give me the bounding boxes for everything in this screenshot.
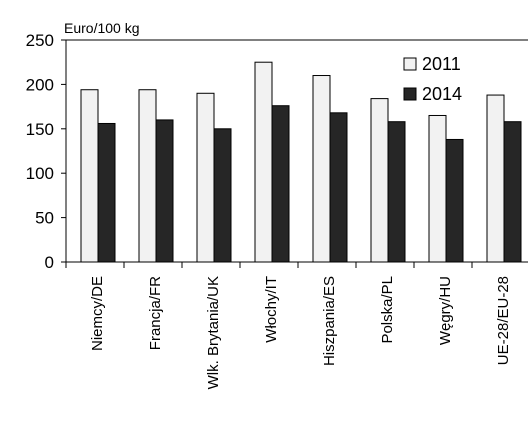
legend-label-2011: 2011 (422, 54, 461, 74)
y-tick-label: 0 (45, 253, 54, 272)
bar-2014-5 (387, 121, 406, 263)
bar-2011-6 (428, 114, 447, 263)
bar-2014-6 (445, 138, 464, 263)
bars (80, 61, 522, 263)
bar-2011-0 (80, 89, 99, 263)
bar-2014-1 (155, 119, 174, 263)
category-label: Włochy/IT (263, 276, 280, 343)
bar-2011-5 (370, 98, 389, 263)
legend: 2011 2014 (403, 54, 462, 104)
bar-2014-2 (213, 128, 232, 263)
y-tick-label: 150 (26, 120, 54, 139)
legend-swatch-2011 (403, 57, 417, 71)
bar-2014-3 (271, 105, 290, 263)
y-axis: 0 50 100 150 200 250 (26, 31, 528, 272)
category-label: Wlk. Brytania/UK (205, 276, 222, 389)
y-tick-label: 100 (26, 164, 54, 183)
bar-2011-7 (486, 94, 505, 263)
y-tick-label: 250 (26, 31, 54, 50)
bar-2014-4 (329, 112, 348, 263)
bar-2011-4 (312, 75, 331, 263)
y-tick-label: 50 (35, 209, 54, 228)
y-tick-label: 200 (26, 75, 54, 94)
category-label: Niemcy/DE (89, 276, 106, 351)
category-label: Francja/FR (147, 276, 164, 350)
x-axis: Niemcy/DE Francja/FR Wlk. Brytania/UK Włoch… (65, 261, 528, 389)
y-axis-label: Euro/100 kg (64, 20, 140, 36)
category-label: UE-28/EU-28 (495, 276, 512, 365)
bar-2011-3 (254, 61, 273, 263)
bar-2014-7 (503, 121, 522, 263)
legend-label-2014: 2014 (422, 84, 462, 104)
category-label: Węgry/HU (437, 276, 454, 345)
bar-2011-1 (138, 89, 157, 263)
category-label: Hiszpania/ES (321, 276, 338, 366)
legend-swatch-2014 (403, 87, 417, 101)
bar-2014-0 (97, 122, 116, 263)
category-label: Polska/PL (379, 276, 396, 344)
bar-2011-2 (196, 92, 215, 263)
